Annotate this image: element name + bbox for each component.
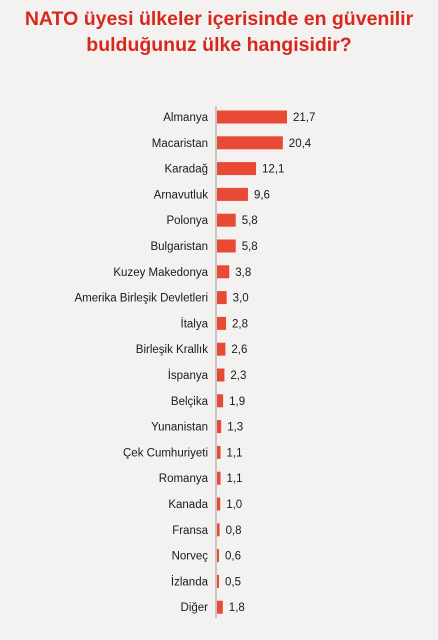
category-label: Yunanistan [151, 422, 208, 434]
bar [217, 291, 227, 305]
value-label: 2,6 [231, 344, 247, 356]
bar [217, 342, 226, 356]
bar [217, 187, 248, 201]
bars-layer: Almanya 21,7 Macaristan 20,4 Karadağ 12,1 Arna… [74, 106, 315, 619]
category-label: Norveç [172, 551, 209, 563]
bar [217, 471, 221, 485]
value-label: 1,0 [226, 499, 242, 511]
bar [217, 549, 219, 563]
value-label: 9,6 [254, 189, 270, 201]
value-label: 2,3 [230, 370, 246, 382]
category-label: Çek Cumhuriyeti [123, 447, 208, 459]
bar [217, 162, 257, 176]
value-label: 20,4 [289, 138, 312, 150]
value-label: 1,9 [229, 396, 245, 408]
bar [217, 394, 224, 408]
category-label: Kuzey Makedonya [113, 267, 208, 279]
value-label: 0,6 [225, 551, 241, 563]
category-label: Karadağ [165, 164, 208, 176]
value-label: 1,1 [227, 447, 243, 459]
bar [217, 136, 283, 150]
category-label: Macaristan [152, 138, 208, 150]
value-label: 1,1 [227, 473, 243, 485]
category-label: Arnavutluk [154, 189, 209, 201]
bar [217, 368, 225, 382]
category-label: Kanada [168, 499, 208, 511]
bar [217, 316, 227, 330]
bar [217, 600, 223, 614]
value-label: 3,0 [233, 293, 249, 305]
value-label: 1,8 [229, 602, 245, 614]
category-label: Bulgaristan [150, 241, 208, 253]
value-label: 5,8 [242, 215, 258, 227]
bar [217, 445, 221, 459]
category-label: Diğer [181, 602, 209, 614]
value-label: 0,5 [225, 576, 241, 588]
value-label: 3,8 [235, 267, 251, 279]
chart-title: NATO üyesi ülkeler içerisinde en güvenil… [0, 6, 438, 58]
bar [217, 497, 221, 511]
category-label: Fransa [172, 525, 208, 537]
bar [217, 420, 222, 434]
bar [217, 239, 236, 253]
value-label: 0,8 [226, 525, 242, 537]
bar [217, 213, 236, 227]
bar [217, 265, 230, 279]
value-label: 1,3 [227, 422, 243, 434]
category-label: İspanya [168, 369, 209, 382]
category-label: İtalya [181, 317, 209, 330]
bar [217, 110, 287, 124]
category-label: Birleşik Krallık [136, 344, 208, 356]
value-label: 21,7 [293, 112, 315, 124]
category-label: Romanya [159, 473, 209, 485]
bar [217, 574, 219, 588]
category-label: Almanya [163, 112, 208, 124]
value-label: 2,8 [232, 318, 248, 330]
category-label: Amerika Birleşik Devletleri [74, 293, 208, 305]
value-label: 12,1 [262, 164, 284, 176]
bar [217, 523, 220, 537]
chart-title-line-1: NATO üyesi ülkeler içerisinde en güvenil… [24, 8, 414, 30]
category-label: İzlanda [171, 575, 209, 588]
chart-title-line-2: bulduğunuz ülke hangisidir? [86, 34, 352, 56]
value-label: 5,8 [242, 241, 258, 253]
category-label: Polonya [166, 215, 208, 227]
category-label: Belçika [171, 396, 209, 408]
